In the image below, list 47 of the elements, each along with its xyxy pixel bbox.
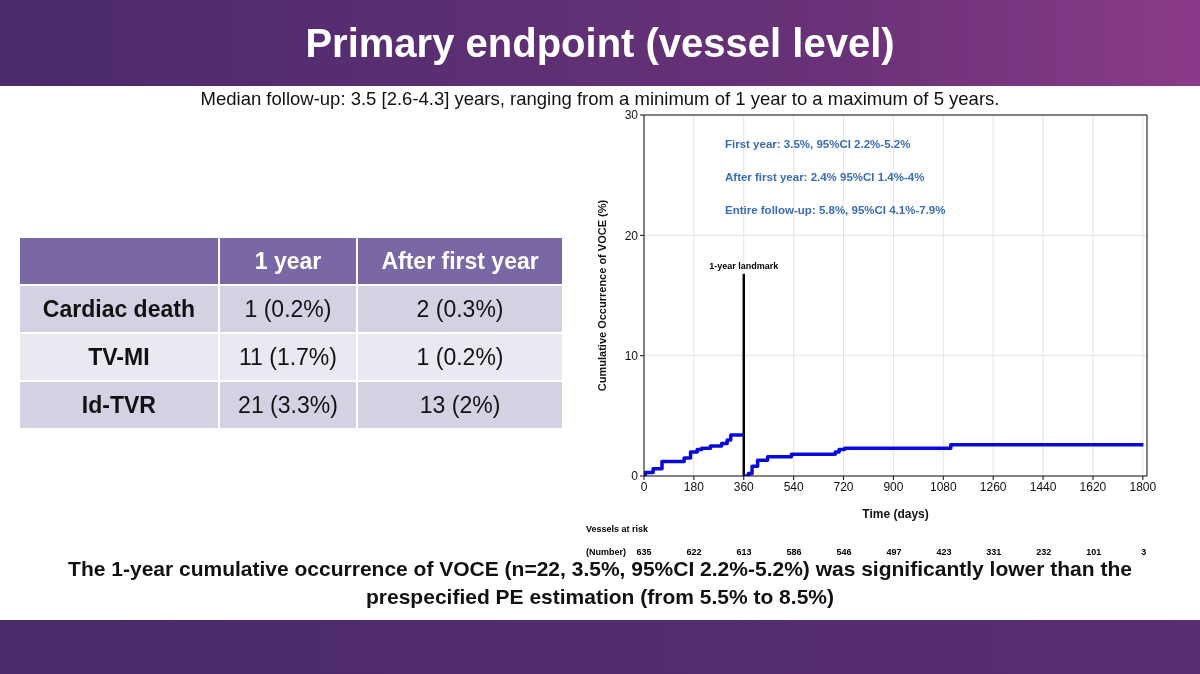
text: 331	[985, 547, 1003, 557]
text: 622	[685, 547, 703, 557]
category-label: Cardiac death	[42, 295, 195, 322]
x-axis-title: Time (days)	[862, 507, 929, 521]
text: The 1-year cumulative occurrence of VOCE (n=22, 3.5%, 95%CI 2.2%-5.2%) was significantly lower than the prespecified PE estimation (from 5.5% to 8.5%)	[68, 557, 1132, 608]
y-tick-label: 20	[624, 228, 639, 243]
x-tick-label: 1080	[929, 479, 957, 494]
ref-line-label: 1-year landmark	[709, 260, 780, 271]
x-tick-label: 540	[783, 479, 804, 494]
text: 497	[885, 547, 903, 557]
x-tick-label: 900	[883, 479, 904, 494]
text: 21 (3.3%)	[238, 391, 338, 418]
text: 11 (1.7%)	[238, 343, 337, 370]
text: 101	[1085, 547, 1103, 557]
text: 232	[1035, 547, 1053, 557]
annotation: After first year: 2.4% 95%CI 1.4%-4%	[725, 171, 925, 183]
x-tick-label: 180	[683, 479, 705, 494]
text: 423	[935, 547, 953, 557]
text: 546	[835, 547, 853, 557]
y-axis-title: Cumulative Occurrence of VOCE (%)	[595, 199, 608, 392]
x-tick-label: 360	[733, 479, 755, 494]
annotation: First year: 3.5%, 95%CI 2.2%-5.2%	[725, 138, 911, 150]
text: 13 (2%)	[419, 391, 501, 418]
category-label: 1 year	[218, 237, 358, 285]
x-tick-label: 720	[833, 479, 854, 494]
annotation: Entire follow-up: 5.8%, 95%CI 4.1%-7.9%	[725, 204, 946, 216]
category-label: Id-TVR	[81, 391, 156, 418]
text: 1 (0.2%)	[244, 295, 332, 322]
text: Median follow-up: 3.5 [2.6-4.3] years, ranging from a minimum of 1 year to a maximum of 5 years.	[199, 88, 1001, 110]
y-tick-label: 10	[624, 348, 639, 363]
x-tick-label: 1800	[1129, 479, 1157, 494]
text: 586	[785, 547, 803, 557]
y-tick-label: 0	[631, 469, 639, 484]
text: 1 (0.2%)	[416, 343, 504, 370]
x-tick-label: 1440	[1029, 479, 1057, 494]
text: Primary endpoint (vessel level)	[0, 0, 1200, 86]
x-tick-label: 1620	[1079, 479, 1107, 494]
x-tick-label: 1260	[979, 479, 1007, 494]
text: 2 (0.3%)	[416, 295, 504, 322]
y-tick-label: 30	[624, 108, 639, 123]
text: 3	[1140, 547, 1148, 557]
text: Vessels at risk	[586, 524, 649, 534]
category-label: After first year	[357, 237, 563, 285]
text: 635	[636, 547, 652, 557]
text: (Number)	[586, 547, 626, 557]
text: 613	[735, 547, 753, 557]
category-label: TV-MI	[88, 343, 150, 370]
